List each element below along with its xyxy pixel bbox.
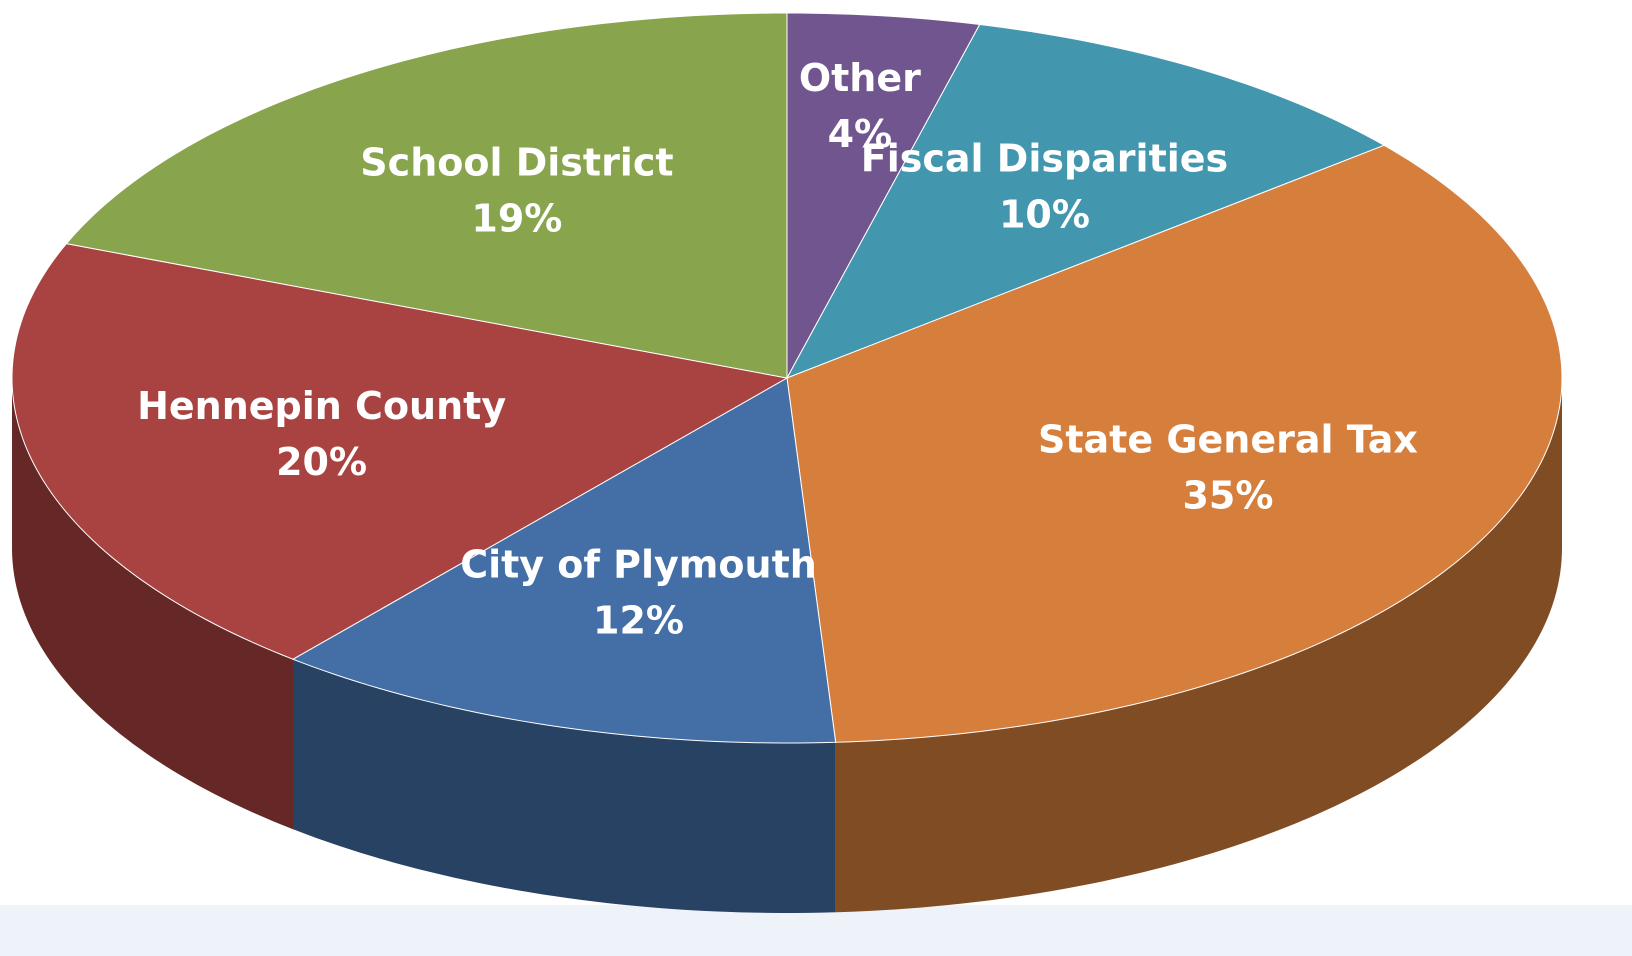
footer-band [0,905,1632,956]
slice-label: Hennepin County [137,384,506,428]
slice-label: State General Tax [1038,417,1418,461]
slice-label: Fiscal Disparities [861,136,1228,180]
pie-slice [65,12,788,379]
slice-value-label: 10% [999,192,1090,236]
pie-side [292,659,836,913]
pie-side [835,378,1562,913]
pie-slice [786,12,981,379]
slice-label: School District [360,140,673,184]
pie-slice [785,23,1386,379]
slice-value-label: 35% [1182,473,1273,517]
slice-value-label: 19% [471,196,562,240]
slice-label: Other [799,56,921,100]
pie-slice [291,377,837,744]
slice-label: City of Plymouth [460,543,817,587]
pie-side [12,378,293,830]
slice-value-label: 20% [276,440,367,484]
pie-slice [786,144,1563,743]
pie-slice [11,243,789,660]
slice-value-label: 4% [828,112,893,156]
slice-value-label: 12% [593,599,684,643]
